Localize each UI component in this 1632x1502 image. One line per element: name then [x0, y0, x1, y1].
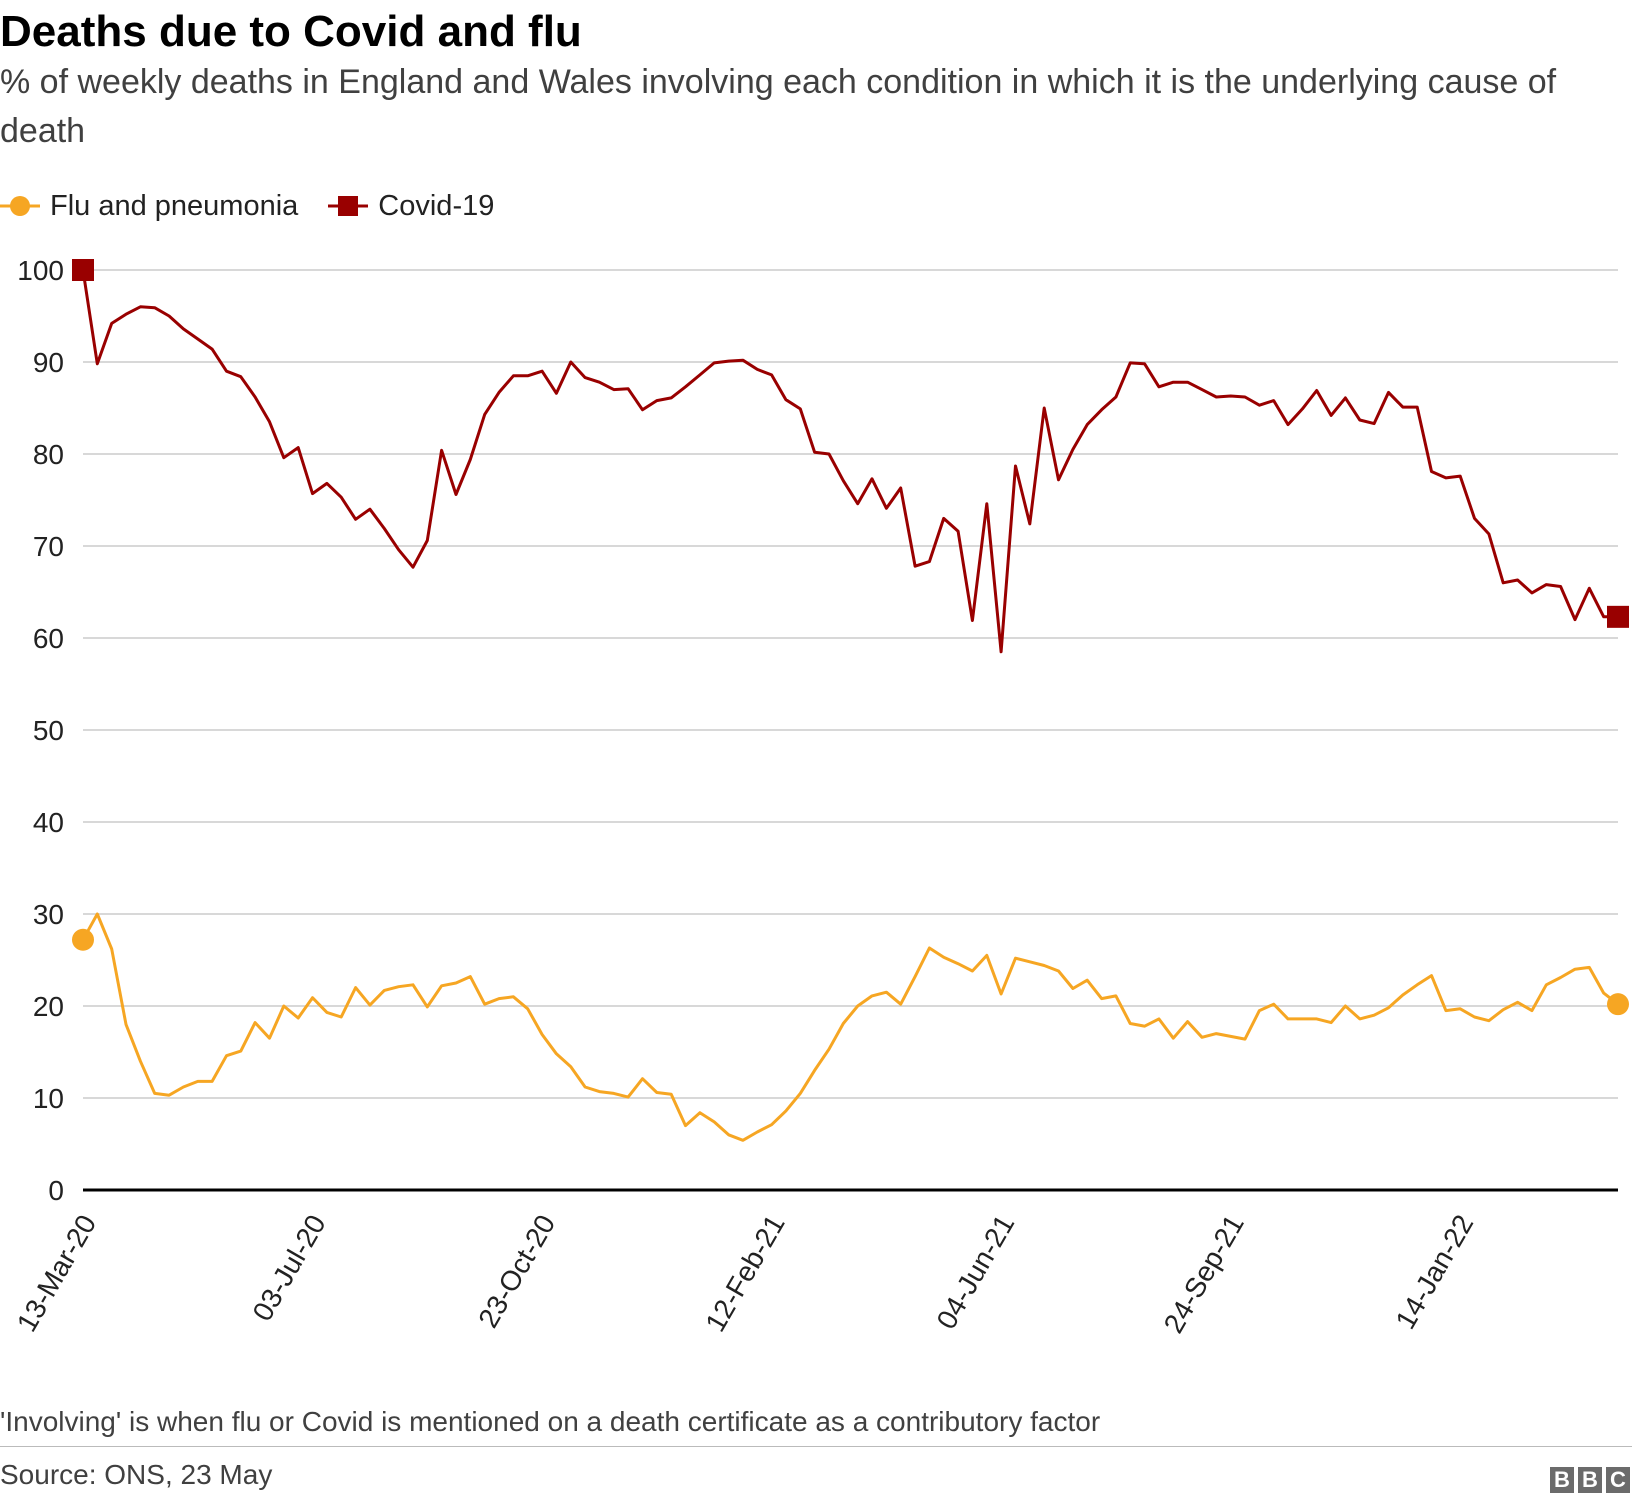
y-tick-label-20: 20	[33, 991, 64, 1022]
bbc-logo: B B C	[1550, 1467, 1630, 1493]
x-tick-label-04-Jun-21: 04-Jun-21	[930, 1210, 1020, 1335]
x-tick-label-14-Jan-22: 14-Jan-22	[1389, 1210, 1479, 1335]
legend-swatch-covid	[328, 196, 369, 216]
y-tick-label-100: 100	[17, 255, 64, 286]
x-tick-label-24-Sep-21: 24-Sep-21	[1158, 1210, 1250, 1339]
series-line-covid-19	[81, 268, 1620, 654]
y-tick-label-40: 40	[33, 807, 64, 838]
y-tick-label-90: 90	[33, 347, 64, 378]
chart-legend: Flu and pneumonia Covid-19	[0, 186, 524, 226]
x-tick-label-03-Jul-20: 03-Jul-20	[247, 1210, 332, 1327]
grid-lines	[83, 269, 1618, 1099]
footer-divider	[0, 1446, 1632, 1447]
bbc-logo-block-3: C	[1606, 1467, 1630, 1493]
line-chart: 0 10 20 30 40 50 60 70 80 90 100 13-Mar-20 03-Jul-2…	[11, 255, 1629, 1339]
y-tick-label-0: 0	[48, 1175, 64, 1206]
end-marker-flu-and-pneumonia-start	[72, 928, 94, 951]
y-tick-label-10: 10	[33, 1083, 64, 1114]
source-text: Source: ONS, 23 May	[0, 1459, 273, 1490]
y-tick-label-30: 30	[33, 899, 64, 930]
x-tick-label-12-Feb-21: 12-Feb-21	[699, 1210, 790, 1337]
legend-label-covid: Covid-19	[378, 189, 495, 222]
bbc-logo-block-1: B	[1550, 1467, 1574, 1493]
series-markers	[72, 259, 1629, 1016]
legend-swatch-flu	[0, 196, 40, 216]
y-tick-label-50: 50	[33, 715, 64, 746]
x-axis-tick-labels: 13-Mar-20 03-Jul-20 23-Oct-20 12-Feb-21 04-J…	[11, 1210, 1480, 1339]
legend-item-covid: Covid-19	[328, 190, 494, 223]
x-tick-label-23-Oct-20: 23-Oct-20	[472, 1210, 561, 1333]
series-line-flu-and-pneumonia	[81, 912, 1620, 1142]
y-axis-tick-labels: 0 10 20 30 40 50 60 70 80 90 100	[17, 255, 64, 1206]
end-marker-covid-19-start	[72, 259, 94, 281]
end-marker-flu-and-pneumonia-end	[1607, 993, 1629, 1016]
legend-label-flu: Flu and pneumonia	[50, 189, 299, 222]
series-lines	[81, 268, 1620, 1142]
y-tick-label-70: 70	[33, 531, 64, 562]
chart-subtitle: % of weekly deaths in England and Wales …	[0, 63, 1557, 150]
y-tick-label-80: 80	[33, 439, 64, 470]
chart-note: 'Involving' is when flu or Covid is ment…	[0, 1406, 1101, 1437]
end-marker-covid-19-end	[1607, 605, 1629, 628]
bbc-logo-block-2: B	[1578, 1467, 1602, 1493]
x-tick-label-13-Mar-20: 13-Mar-20	[11, 1210, 102, 1337]
y-tick-label-60: 60	[33, 623, 64, 654]
legend-item-flu: Flu and pneumonia	[0, 190, 298, 223]
chart-title: Deaths due to Covid and flu	[0, 7, 582, 56]
